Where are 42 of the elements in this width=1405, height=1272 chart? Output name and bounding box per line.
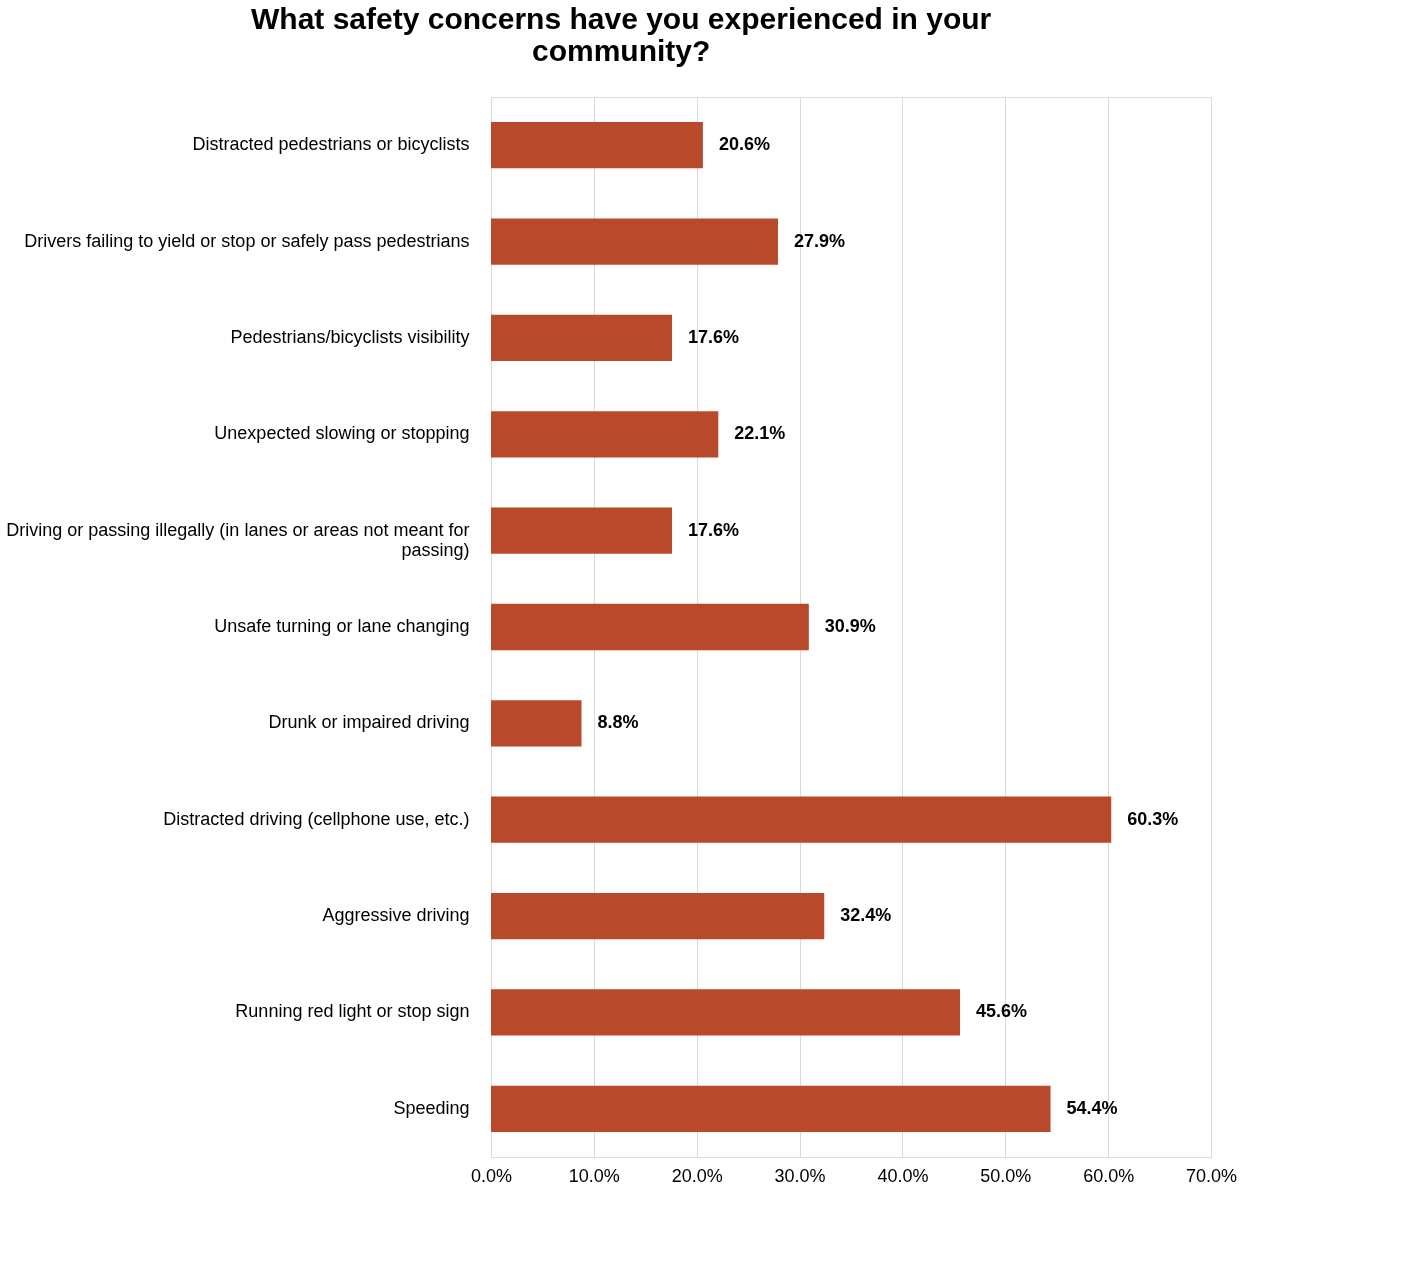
bar (491, 796, 1112, 843)
x-tick-label: 70.0% (1185, 1165, 1238, 1186)
bar (491, 700, 582, 747)
y-tick-label: Unexpected slowing or stopping (214, 423, 470, 444)
data-label: 17.6% (688, 326, 740, 347)
x-tick-label: 0.0% (470, 1165, 513, 1186)
x-tick-label: 50.0% (980, 1165, 1032, 1186)
y-tick-label: Speeding (393, 1097, 470, 1118)
data-label: 8.8% (597, 712, 639, 733)
y-tick-label: Drivers failing to yield or stop or safely pass pedestrians (24, 230, 470, 251)
y-tick-label: Distracted pedestrians or bicyclists (192, 134, 470, 155)
x-tick-label: 30.0% (774, 1165, 826, 1186)
y-tick-label: Driving or passing illegally (in lanes or areas not meant for passing) (6, 519, 470, 560)
y-tick-label: Drunk or impaired driving (268, 712, 470, 733)
x-tick-label: 60.0% (1083, 1165, 1135, 1186)
data-label: 54.4% (1066, 1097, 1118, 1118)
data-label: 20.6% (718, 134, 770, 155)
data-label: 22.1% (734, 423, 786, 444)
y-tick-label: Aggressive driving (322, 905, 470, 926)
data-label: 45.6% (976, 1001, 1028, 1022)
x-tick-label: 40.0% (877, 1165, 929, 1186)
bar (491, 892, 825, 940)
bar (491, 218, 778, 265)
data-label: 30.9% (824, 616, 876, 636)
data-label: 32.4% (840, 905, 892, 926)
data-label: 17.6% (688, 519, 740, 540)
data-label: 27.9% (793, 230, 846, 251)
x-tick-label: 10.0% (568, 1165, 620, 1186)
y-tick-label: Distracted driving (cellphone use, etc.) (163, 808, 470, 829)
y-tick-label: Pedestrians/bicyclists visibility (230, 326, 470, 347)
bar (491, 1085, 1051, 1132)
bar (491, 603, 809, 651)
bar (491, 989, 961, 1036)
bar (491, 507, 673, 554)
chart-title: What safety concerns have you experienced in your community? (251, 2, 992, 67)
x-tick-label: 20.0% (671, 1165, 723, 1186)
bar (491, 122, 703, 169)
bar (491, 411, 719, 458)
data-label: 60.3% (1127, 808, 1179, 829)
y-tick-label: Running red light or stop sign (235, 1001, 470, 1022)
bar (491, 314, 673, 362)
y-tick-label: Unsafe turning or lane changing (214, 616, 470, 636)
